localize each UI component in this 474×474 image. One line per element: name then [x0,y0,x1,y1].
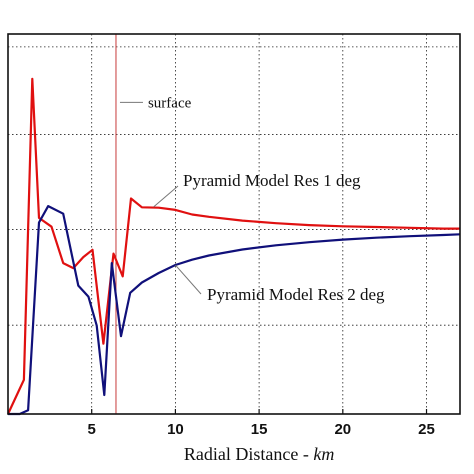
series-line-1 [7,77,460,415]
series-line-2 [8,205,461,416]
x-tick-label: 25 [418,421,435,438]
series-lines [7,77,461,416]
x-tick-label: 20 [334,421,351,438]
grid [8,34,460,414]
x-axis-label-text: Radial Distance - [184,444,313,464]
series-annotation: Pyramid Model Res 2 deg [207,285,385,304]
series-annotation: Pyramid Model Res 1 deg [183,171,361,190]
plot-frame [7,33,461,415]
x-axis-ticks: 5 10 15 20 25 [88,409,435,438]
annotations: surface Pyramid Model Res 1 deg Pyramid Mo… [119,95,385,304]
x-axis-label-unit: km [313,444,334,464]
x-tick-label: 10 [167,421,184,438]
x-axis-label: Radial Distance - km [184,444,334,464]
annotation-leader [175,264,202,295]
annotation-leader [153,185,179,208]
x-tick-label: 5 [88,421,96,438]
surface-label: surface [148,95,192,111]
x-tick-label: 15 [251,421,268,438]
